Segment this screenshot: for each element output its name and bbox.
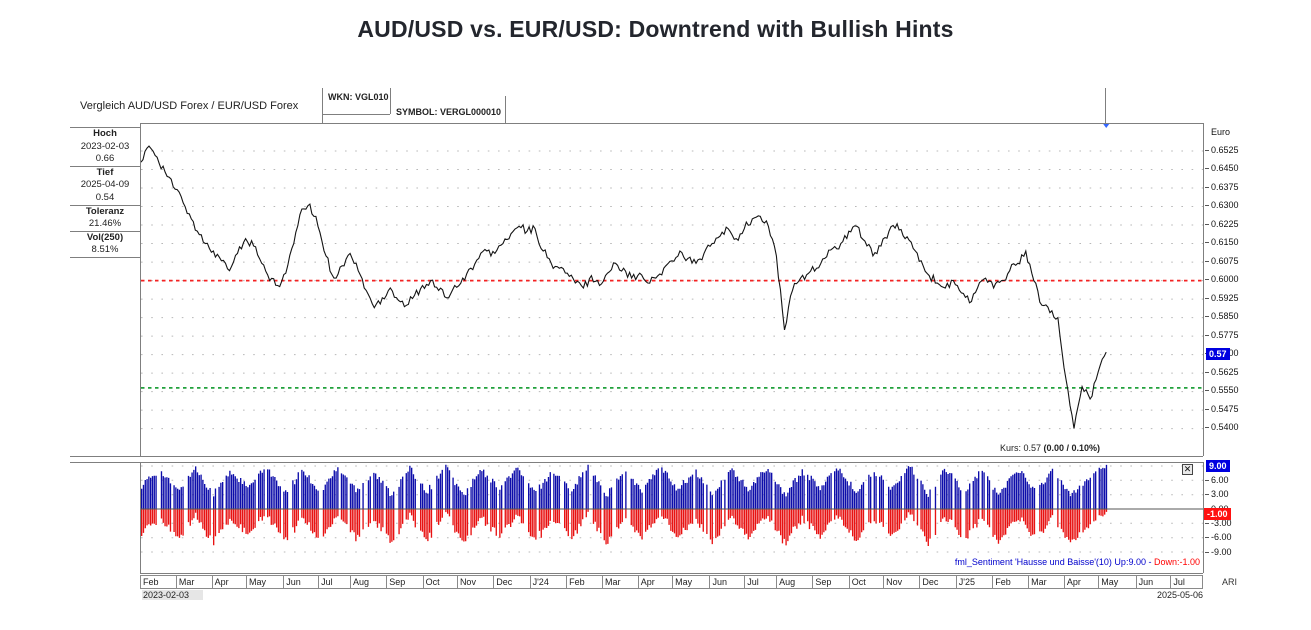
sentiment-formula-down: Down:-1.00 (1153, 557, 1200, 567)
wkn-label: WKN: VGL010 (328, 92, 389, 102)
month-cell: J'24 (531, 576, 568, 588)
sentiment-axis-tick: -3.00 (1204, 518, 1232, 529)
header-divider (390, 88, 391, 114)
price-axis-tick: 0.5925 (1204, 293, 1239, 304)
price-axis-tick: 0.6075 (1204, 256, 1239, 267)
header-divider (505, 96, 506, 123)
price-axis: Euro 0.6525 0.6450 0.6375 0.6300 0.6225 0.615… (1203, 123, 1260, 456)
month-cell: May (673, 576, 711, 588)
price-axis-tick: 0.6525 (1204, 145, 1239, 156)
month-cell: Aug (351, 576, 388, 588)
close-indicator-icon[interactable]: ✕ (1182, 464, 1193, 475)
month-cell: Feb (567, 576, 603, 588)
month-cell: Jul (745, 576, 778, 588)
month-cell: Mar (603, 576, 639, 588)
sentiment-axis-tick: 3.00 (1204, 489, 1229, 500)
stats-section-value: 0.54 (95, 191, 115, 203)
kurs-change: (0.00 / 0.10%) (1043, 443, 1100, 453)
price-axis-tick: 0.6300 (1204, 200, 1239, 211)
month-cell: Apr (1065, 576, 1100, 588)
panel-separator (70, 456, 1203, 457)
sentiment-formula-label: fml_Sentiment 'Hausse und Baisse'(10) Up… (955, 557, 1200, 567)
header-divider (322, 114, 390, 115)
stats-section: Tief 2025-04-09 0.54 (70, 165, 140, 205)
month-cell: Feb (141, 576, 177, 588)
stats-section-value: 21.46% (88, 218, 122, 230)
price-axis-tick: 0.5625 (1204, 367, 1239, 378)
sentiment-formula-up: fml_Sentiment 'Hausse und Baisse'(10) Up… (954, 557, 1154, 567)
price-axis-tick: 0.6000 (1204, 274, 1239, 285)
watermark-ari: ARI (1222, 577, 1238, 587)
stats-section-label: Tief (96, 166, 114, 178)
sentiment-up-tag: 9.00 (1206, 459, 1230, 472)
sentiment-axis-tick: -6.00 (1204, 532, 1232, 543)
month-cell: Sep (813, 576, 850, 588)
stats-section: Toleranz 21.46% (70, 204, 140, 231)
start-date-label: 2023-02-03 (142, 590, 204, 600)
sentiment-chart-canvas[interactable] (140, 462, 1204, 573)
stats-section-value: 2023-02-03 (80, 140, 130, 152)
sentiment-axis-tick: -9.00 (1204, 547, 1232, 558)
month-cell: Jun (1137, 576, 1172, 588)
month-cell: Sep (387, 576, 424, 588)
header-divider (322, 88, 323, 123)
sentiment-axis-tick: 6.00 (1204, 475, 1229, 486)
month-cell: May (1099, 576, 1137, 588)
instrument-title: Vergleich AUD/USD Forex / EUR/USD Forex (80, 100, 299, 112)
month-cell: Feb (993, 576, 1030, 588)
price-chart-canvas[interactable] (140, 123, 1204, 456)
month-cell: Mar (177, 576, 213, 588)
panel-separator (70, 462, 1203, 463)
price-axis-tick: 0.5775 (1204, 330, 1239, 341)
price-axis-tick: 0.5850 (1204, 311, 1239, 322)
time-axis: Feb Mar Apr May Jun Jul Aug Sep Oct Nov Dec J'24 Feb… (140, 575, 1203, 589)
stats-section: Hoch 2023-02-03 0.66 (70, 127, 140, 166)
price-axis-tick: 0.5550 (1204, 385, 1239, 396)
month-cell: May (247, 576, 285, 588)
stats-section-value: 0.66 (95, 153, 115, 165)
stats-section-value: 8.51% (91, 244, 119, 256)
stats-panel: Hoch 2023-02-03 0.66 Tief 2025-04-09 0.54 Tole… (70, 127, 140, 258)
end-date-label: 2025-05-06 (1156, 590, 1203, 600)
month-cell: Jul (319, 576, 351, 588)
price-axis-tick: 0.5475 (1204, 404, 1239, 415)
header-divider (1105, 88, 1106, 123)
page-title: AUD/USD vs. EUR/USD: Downtrend with Bull… (357, 16, 954, 42)
month-cell: Jul (1173, 577, 1185, 587)
month-cell: Jun (710, 576, 746, 588)
price-axis-tick: 0.6375 (1204, 182, 1239, 193)
month-cell: J'25 (957, 576, 994, 588)
stats-section-label: Hoch (93, 128, 117, 139)
month-cell: Aug (777, 576, 814, 588)
month-cell: Apr (213, 576, 247, 588)
month-cell: Mar (1029, 576, 1065, 588)
current-price-tag: 0.57 (1206, 347, 1230, 360)
chart-widget: Vergleich AUD/USD Forex / EUR/USD Forex … (70, 88, 1260, 604)
month-cell: Nov (458, 576, 495, 588)
month-cell: Dec (920, 576, 957, 588)
month-cell: Oct (850, 576, 885, 588)
kurs-readout: Kurs: 0.57 (0.00 / 0.10%) (1000, 443, 1100, 453)
price-axis-tick: 0.5400 (1204, 422, 1239, 433)
month-cell: Nov (884, 576, 921, 588)
stats-section-label: Vol(250) (86, 231, 124, 243)
month-cell: Jun (284, 576, 320, 588)
symbol-label: SYMBOL: VERGL000010 (396, 107, 502, 117)
month-cell: Dec (494, 576, 531, 588)
price-axis-title: Euro (1211, 127, 1231, 137)
kurs-value: Kurs: 0.57 (999, 443, 1044, 453)
month-cell: Apr (639, 576, 674, 588)
stats-section-label: Toleranz (85, 205, 125, 217)
stats-section: Vol(250) 8.51% (70, 230, 140, 258)
sentiment-down-tag: -1.00 (1204, 507, 1231, 520)
stats-section-value: 2025-04-09 (80, 179, 130, 191)
month-cell: Oct (424, 576, 458, 588)
panel-separator (140, 573, 1203, 574)
price-axis-tick: 0.6150 (1204, 237, 1239, 248)
price-axis-tick: 0.6225 (1204, 219, 1239, 230)
price-axis-tick: 0.6450 (1204, 163, 1239, 174)
